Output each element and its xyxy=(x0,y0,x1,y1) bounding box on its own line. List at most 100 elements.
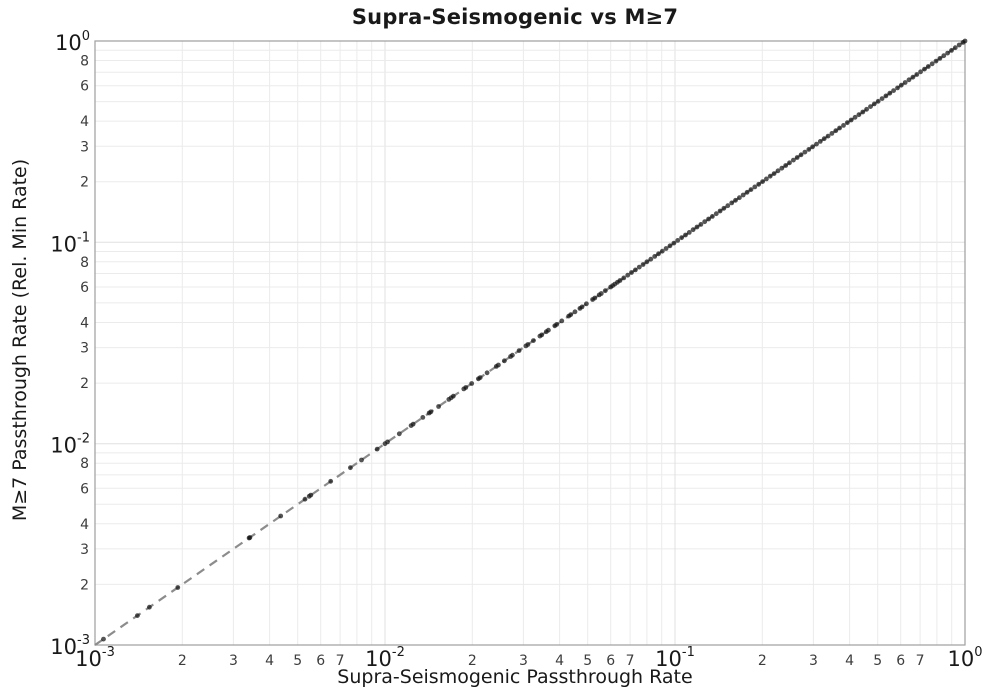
scatter-point xyxy=(328,478,334,484)
y-axis-major-tick-label: 10-1 xyxy=(50,230,90,256)
scatter-point xyxy=(841,123,846,128)
y-axis-minor-tick-label: 4 xyxy=(80,316,89,332)
scatter-point xyxy=(752,184,758,190)
scatter-point xyxy=(764,176,769,182)
scatter-point xyxy=(783,163,789,168)
scatter-point xyxy=(717,208,723,214)
scatter-point xyxy=(710,214,715,219)
x-axis-minor-tick-label: 7 xyxy=(336,653,345,669)
scatter-point xyxy=(798,152,804,158)
y-axis-major-tick-label: 10-2 xyxy=(50,432,90,458)
y-axis-title: M≥7 Passthrough Rate (Rel. Min Rate) xyxy=(9,158,31,522)
scatter-point xyxy=(568,312,574,318)
scatter-point xyxy=(496,362,501,368)
scatter-point xyxy=(656,251,661,257)
scatter-point xyxy=(671,240,677,246)
scatter-point xyxy=(516,348,522,353)
scatter-point xyxy=(644,259,650,265)
scatter-point xyxy=(860,109,866,115)
scatter-point xyxy=(721,205,727,211)
scatter-point xyxy=(621,275,627,281)
scatter-point xyxy=(706,216,711,222)
y-axis-major-tick-label: 10-3 xyxy=(50,633,90,659)
y-axis-minor-tick-label: 2 xyxy=(80,376,89,392)
scatter-point xyxy=(539,332,545,338)
scatter-point xyxy=(385,439,390,445)
scatter-point xyxy=(510,352,515,358)
x-axis-minor-tick-label: 7 xyxy=(916,653,925,669)
scatter-point xyxy=(625,272,631,278)
scatter-point xyxy=(725,203,731,209)
scatter-point xyxy=(856,112,862,118)
scatter-point xyxy=(679,235,684,241)
scatter-point xyxy=(598,291,604,296)
x-axis-minor-tick-label: 6 xyxy=(316,653,325,669)
plot-frame xyxy=(94,40,966,646)
scatter-point xyxy=(559,318,565,324)
y-axis-minor-tick-label: 2 xyxy=(80,577,89,593)
scatter-point xyxy=(525,342,531,347)
scatter-point xyxy=(436,404,441,409)
scatter-point xyxy=(729,200,735,206)
scatter-point xyxy=(592,295,598,301)
scatter-point xyxy=(760,179,765,185)
x-axis-minor-tick-label: 3 xyxy=(229,653,238,669)
scatter-point xyxy=(572,309,578,315)
scatter-point xyxy=(756,181,762,187)
scatter-point xyxy=(663,246,669,251)
y-axis-minor-tick-label: 4 xyxy=(80,517,89,533)
scatter-point xyxy=(531,338,536,343)
x-axis-title: Supra-Seismogenic Passthrough Rate xyxy=(337,666,693,688)
scatter-point xyxy=(502,358,507,364)
x-axis-major-tick-label: 10-1 xyxy=(655,645,695,671)
scatter-point xyxy=(779,165,785,171)
scatter-point xyxy=(817,139,823,144)
scatter-point xyxy=(852,114,858,120)
scatter-point xyxy=(135,613,140,618)
scatter-point xyxy=(802,149,808,155)
scatter-point xyxy=(659,248,665,254)
x-axis-minor-tick-label: 5 xyxy=(583,653,592,669)
y-axis-minor-tick-label: 2 xyxy=(80,175,89,191)
scatter-point xyxy=(844,120,850,126)
scatter-point xyxy=(450,393,456,399)
scatter-point xyxy=(484,370,490,376)
x-axis-minor-tick-label: 2 xyxy=(758,653,767,669)
scatter-point xyxy=(906,77,912,83)
scatter-point xyxy=(848,117,854,123)
scatter-point xyxy=(690,227,696,233)
scatter-point xyxy=(702,219,708,225)
scatter-point xyxy=(629,270,634,275)
scatter-point xyxy=(175,585,181,590)
y-axis-minor-tick-label: 3 xyxy=(80,542,89,558)
scatter-point xyxy=(933,58,939,64)
scatter-point xyxy=(810,144,815,150)
x-axis-minor-tick-label: 2 xyxy=(468,653,477,669)
scatter-point xyxy=(956,42,962,48)
y-axis-minor-tick-label: 8 xyxy=(80,54,89,70)
scatter-point xyxy=(962,38,968,44)
scatter-point xyxy=(868,104,873,109)
scatter-point xyxy=(410,421,416,427)
x-axis-minor-tick-label: 5 xyxy=(873,653,882,669)
scatter-point xyxy=(546,327,551,333)
scatter-point xyxy=(918,69,923,75)
scatter-point xyxy=(584,301,589,307)
scatter-point xyxy=(744,189,750,195)
scatter-point xyxy=(787,160,792,166)
scatter-point xyxy=(396,431,402,437)
scatter-point xyxy=(640,262,646,267)
scatter-point xyxy=(428,409,434,415)
y-axis-minor-tick-label: 4 xyxy=(80,114,89,130)
scatter-point xyxy=(794,155,800,160)
scatter-point xyxy=(147,604,152,610)
y-axis-minor-tick-label: 3 xyxy=(80,139,89,155)
scatter-point xyxy=(420,415,426,420)
scatter-point xyxy=(617,278,623,283)
scatter-point xyxy=(837,125,842,131)
scatter-point xyxy=(675,238,681,243)
scatter-point xyxy=(686,230,692,235)
scatter-point xyxy=(941,53,947,59)
